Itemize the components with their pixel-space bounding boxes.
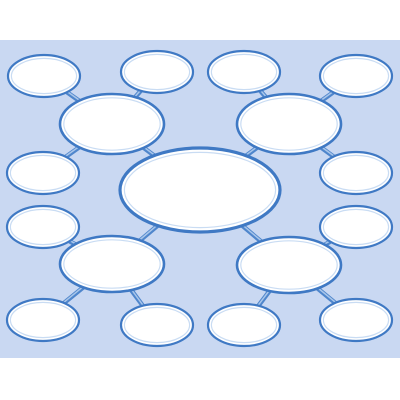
bubble-lower-right[interactable] — [235, 235, 343, 295]
bubble-bottom-right-corner[interactable] — [318, 297, 394, 343]
bubble-top-right-inner[interactable] — [206, 49, 282, 95]
bubble-upper-right[interactable] — [235, 92, 343, 156]
bubble-layer — [5, 49, 394, 348]
connector-lower-right-to-bottom-right-inner — [256, 289, 272, 308]
connector-upper-right-to-top-right-corner — [320, 90, 335, 103]
bubble-mid-left-lower[interactable] — [5, 204, 81, 250]
connector-center-to-lower-left — [138, 223, 160, 243]
bubble-top-left-corner[interactable] — [6, 53, 82, 99]
bubble-bottom-left-corner[interactable] — [5, 297, 81, 343]
bubble-mid-right-upper[interactable] — [318, 150, 394, 196]
bubble-bottom-left-inner[interactable] — [119, 302, 195, 348]
bubble-top-right-corner[interactable] — [318, 53, 394, 99]
bubble-top-left-inner[interactable] — [119, 49, 195, 95]
connector-center-to-lower-right — [240, 223, 263, 244]
connector-upper-left-to-mid-left-upper — [64, 145, 81, 159]
connector-layer — [62, 89, 337, 308]
bubble-center[interactable] — [118, 146, 282, 234]
bubble-mid-left-upper[interactable] — [5, 150, 81, 196]
connector-lower-left-to-bottom-left-inner — [129, 288, 145, 308]
connector-lower-left-to-bottom-left-corner — [62, 285, 85, 305]
bubble-upper-left[interactable] — [58, 92, 166, 156]
bubble-lower-left[interactable] — [58, 234, 166, 294]
connector-upper-right-to-mid-right-upper — [319, 145, 335, 159]
bubble-mid-right-lower[interactable] — [318, 204, 394, 250]
connector-lower-right-to-bottom-right-corner — [316, 286, 337, 305]
connector-upper-left-to-top-left-corner — [65, 90, 81, 103]
bubble-bottom-right-inner[interactable] — [206, 302, 282, 348]
